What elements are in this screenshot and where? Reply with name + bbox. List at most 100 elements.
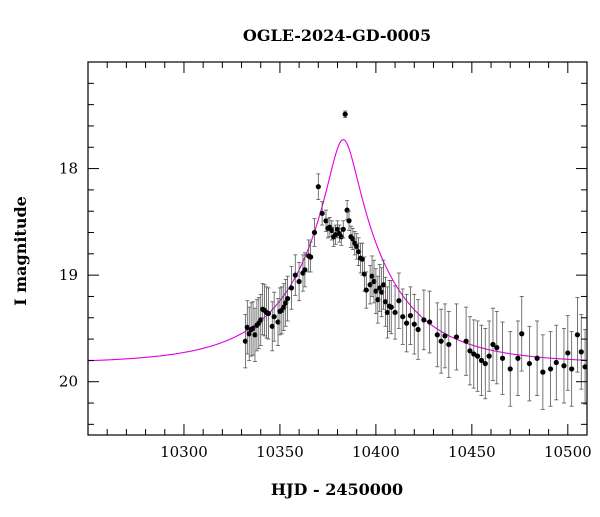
data-marker	[482, 360, 488, 367]
data-marker	[534, 355, 540, 361]
data-point	[463, 306, 469, 376]
data-point	[296, 261, 302, 302]
x-tick-label: 10400	[352, 443, 400, 461]
data-marker	[380, 282, 387, 288]
data-marker	[292, 272, 298, 278]
data-point	[379, 267, 385, 318]
data-point	[388, 280, 394, 335]
data-point	[519, 296, 525, 372]
data-point	[396, 272, 402, 329]
data-marker	[288, 285, 295, 291]
data-point	[258, 293, 264, 346]
data-point	[547, 331, 554, 407]
data-marker	[553, 359, 559, 366]
data-marker	[258, 317, 264, 323]
data-marker	[507, 366, 513, 372]
data-point	[250, 301, 256, 356]
data-marker	[519, 331, 525, 337]
data-marker	[400, 314, 406, 320]
data-point	[377, 264, 383, 312]
data-marker	[246, 331, 252, 337]
data-marker	[359, 256, 366, 262]
data-point	[438, 308, 444, 374]
data-marker	[285, 295, 291, 302]
data-point	[382, 276, 389, 327]
data-point	[375, 275, 381, 324]
data-marker	[373, 288, 379, 294]
axes: 10300 10350 10400 10450 10500 18 19 20	[59, 61, 592, 461]
x-axis-label: HJD - 2450000	[271, 480, 403, 499]
data-marker	[367, 282, 373, 288]
y-tick-label: 18	[59, 160, 78, 178]
data-marker	[382, 299, 389, 305]
data-point	[288, 266, 295, 310]
data-point	[283, 279, 289, 327]
data-marker	[379, 289, 385, 295]
data-marker	[269, 323, 275, 329]
data-point	[359, 242, 366, 276]
data-point	[490, 307, 496, 382]
data-marker	[283, 300, 289, 306]
data-marker	[250, 325, 256, 332]
data-marker	[574, 332, 581, 338]
data-marker	[388, 304, 394, 310]
data-marker	[438, 338, 444, 344]
data-point	[265, 287, 272, 340]
data-point	[526, 325, 533, 402]
data-marker	[561, 363, 567, 369]
data-marker	[540, 369, 546, 375]
data-marker	[392, 309, 398, 316]
data-marker	[396, 298, 402, 304]
data-marker	[434, 332, 440, 338]
data-point	[244, 300, 250, 355]
data-point	[275, 298, 281, 346]
data-point	[515, 320, 521, 396]
data-marker	[463, 338, 469, 344]
data-point	[475, 320, 481, 392]
y-axis-label: I magnitude	[11, 196, 30, 306]
data-point	[553, 324, 559, 401]
data-point	[471, 319, 477, 389]
data-marker	[526, 360, 533, 367]
data-marker	[569, 366, 575, 372]
data-point	[292, 254, 298, 296]
data-point	[540, 334, 546, 410]
data-marker	[265, 310, 272, 317]
data-marker	[363, 287, 369, 293]
data-point	[446, 310, 452, 378]
x-tick-label: 10350	[256, 443, 304, 461]
data-marker	[578, 349, 584, 355]
data-marker	[547, 366, 554, 372]
data-marker	[323, 218, 329, 224]
data-point	[281, 283, 287, 331]
data-marker	[308, 254, 314, 260]
model-fit-curve	[88, 139, 587, 362]
data-point	[363, 271, 369, 309]
data-marker	[242, 338, 248, 344]
data-point	[482, 328, 488, 400]
data-point	[361, 256, 367, 292]
data-point	[319, 201, 325, 226]
data-marker	[453, 334, 460, 340]
data-point	[256, 297, 262, 350]
data-point	[427, 290, 433, 354]
data-point	[329, 220, 335, 241]
data-point	[302, 252, 308, 288]
data-marker	[302, 267, 308, 273]
data-marker	[377, 285, 383, 291]
data-marker	[275, 319, 281, 325]
data-point	[400, 288, 406, 345]
data-marker	[315, 184, 321, 190]
data-marker	[582, 364, 587, 370]
data-point	[367, 265, 373, 305]
data-point	[271, 291, 277, 342]
y-tick-label: 20	[59, 373, 78, 391]
data-marker	[319, 210, 325, 216]
data-marker	[407, 313, 414, 319]
data-marker	[354, 243, 360, 249]
data-marker	[475, 353, 481, 359]
data-marker	[340, 226, 346, 232]
data-point	[311, 218, 318, 247]
data-marker	[421, 317, 427, 323]
